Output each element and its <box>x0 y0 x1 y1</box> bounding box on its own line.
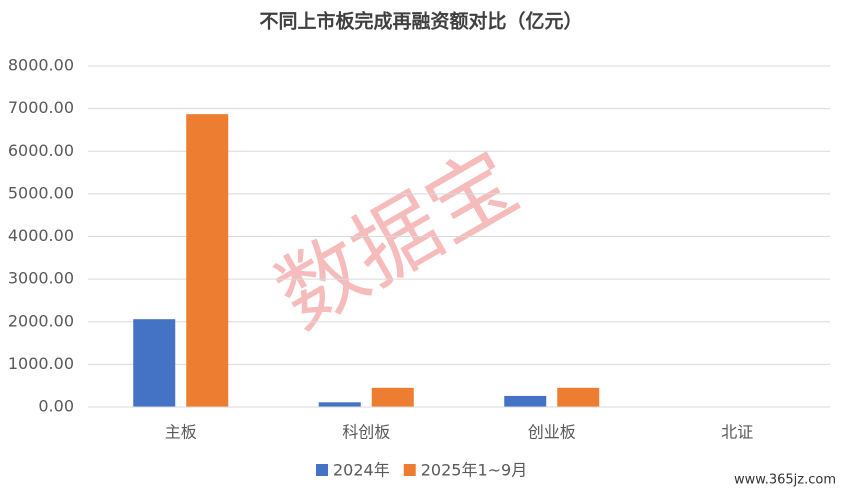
bar <box>504 395 547 407</box>
bar <box>318 402 361 407</box>
legend-swatch <box>403 464 416 476</box>
legend-label: 2025年1~9月 <box>421 461 528 480</box>
chart-title: 不同上市板完成再融资额对比（亿元） <box>259 10 582 33</box>
y-tick-label: 0.00 <box>38 397 74 416</box>
y-tick-label: 5000.00 <box>8 183 74 202</box>
y-tick-label: 1000.00 <box>8 354 74 373</box>
y-tick-label: 4000.00 <box>8 226 74 245</box>
legend-swatch <box>316 464 328 476</box>
x-tick-label: 创业板 <box>528 423 576 442</box>
bar <box>186 114 229 407</box>
footer: www.365jz.com <box>734 473 836 488</box>
x-tick-label: 科创板 <box>342 423 390 442</box>
x-tick-label: 北证 <box>721 423 753 442</box>
y-tick-label: 8000.00 <box>8 56 74 75</box>
x-tick-label: 主板 <box>165 423 197 442</box>
y-tick-label: 3000.00 <box>8 269 74 288</box>
bar <box>557 387 600 407</box>
bar <box>133 319 176 407</box>
legend-label: 2024年 <box>333 461 390 480</box>
bar <box>371 387 414 407</box>
y-tick-label: 7000.00 <box>8 98 74 117</box>
y-tick-label: 2000.00 <box>8 311 74 330</box>
watermark: 数据宝 <box>260 132 533 348</box>
y-tick-label: 6000.00 <box>8 141 74 160</box>
